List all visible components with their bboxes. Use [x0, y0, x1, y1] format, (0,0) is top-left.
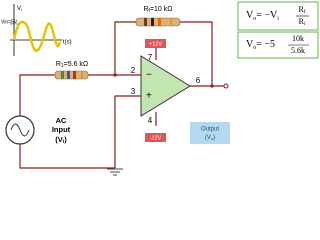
- resistor-r1: R1=5.6 kΩ: [54, 61, 89, 80]
- output-label: (Vo): [205, 135, 215, 141]
- formula-lhs: Vo= −5: [246, 39, 275, 51]
- pin-label: 4: [148, 116, 153, 125]
- pin-label: 3: [131, 87, 136, 96]
- formula-denominator: Ri: [299, 17, 306, 27]
- formula-numerator: 10k: [292, 34, 304, 43]
- graph-y-label: Vi: [17, 6, 22, 12]
- supply-box: [145, 39, 166, 48]
- minus-sign: −: [146, 70, 152, 81]
- graph-x-label: t(s): [63, 40, 72, 46]
- formula-numerator: Rf: [298, 5, 305, 15]
- op-amp: − + 2 3 7 4 6: [131, 53, 201, 125]
- formula-lhs: Vo= −Vi: [246, 10, 279, 22]
- input-graph: Vi Vin=5V t(s): [1, 4, 72, 56]
- formula-box: Vo= −Vi Rf Ri: [237, 1, 319, 31]
- circuit-diagram: Vi Vin=5V t(s) Rf=10 kΩ R1=5.6 kΩ − + 2: [1, 1, 319, 176]
- output-label: Output: [201, 127, 219, 133]
- supply-positive: +12V: [149, 41, 162, 47]
- r1-label: R1=5.6 kΩ: [56, 61, 88, 69]
- rf-label: Rf=10 kΩ: [143, 6, 172, 14]
- pin-label: 6: [196, 76, 201, 85]
- plus-sign: +: [146, 91, 152, 102]
- supply-box: [145, 133, 166, 142]
- formula-box: Vo= −5 10k 5.6k: [237, 31, 319, 59]
- pin-label: 7: [148, 53, 153, 62]
- wires: [19, 21, 229, 169]
- pin-label: 2: [131, 66, 136, 75]
- ac-source: AC Input (Vi): [5, 115, 71, 145]
- page: {"graph": {"y_label": {"main": "V", "sub…: [1, 1, 319, 176]
- input-label: AC: [56, 116, 67, 125]
- input-label: Input: [52, 125, 71, 134]
- formula-denominator: 5.6k: [291, 46, 305, 55]
- output-box: [190, 122, 230, 144]
- supply-negative: -12V: [150, 135, 162, 141]
- graph-amplitude: Vin=5V: [1, 19, 18, 25]
- resistor-rf: Rf=10 kΩ: [135, 6, 181, 27]
- ground: [107, 168, 123, 176]
- input-label: (Vi): [55, 135, 67, 145]
